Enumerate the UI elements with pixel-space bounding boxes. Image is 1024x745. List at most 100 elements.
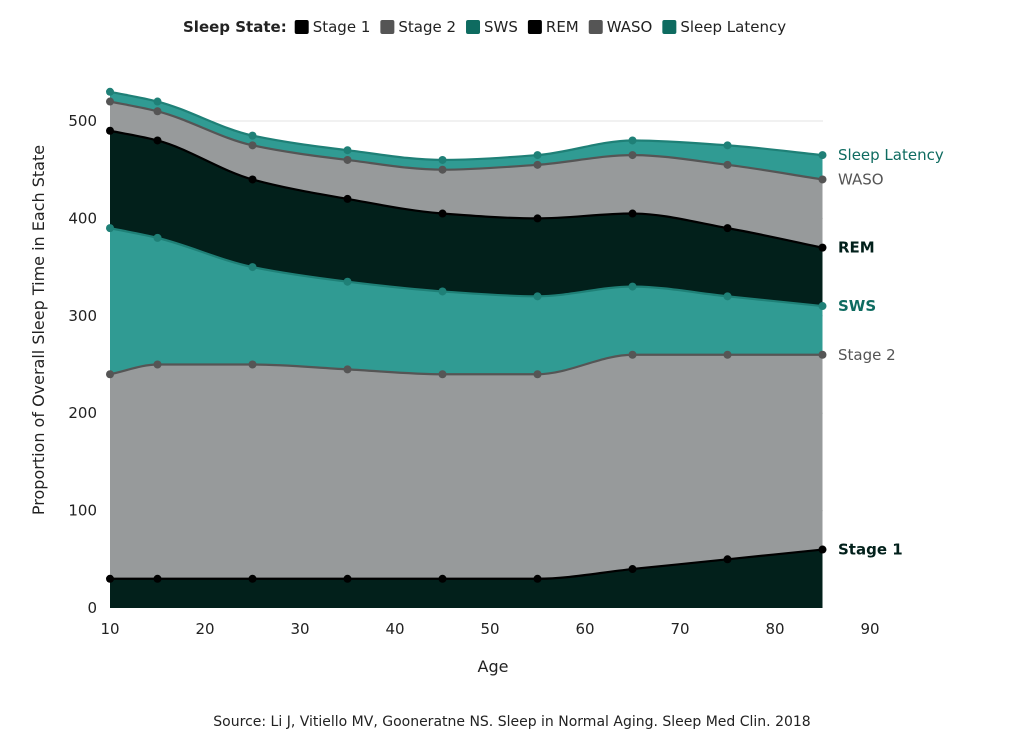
point-sws bbox=[248, 263, 257, 272]
legend-swatch bbox=[294, 20, 309, 34]
point-rem bbox=[106, 126, 114, 135]
legend-swatch bbox=[527, 20, 542, 34]
point-waso bbox=[818, 175, 827, 184]
point-sleep-latency bbox=[248, 131, 257, 140]
point-sleep-latency bbox=[343, 146, 352, 155]
legend-item-label: SWS bbox=[484, 18, 518, 36]
legend-swatch bbox=[466, 20, 481, 34]
point-rem bbox=[343, 194, 352, 203]
x-tick-label: 40 bbox=[385, 620, 404, 638]
point-rem bbox=[628, 209, 637, 218]
x-tick-label: 50 bbox=[480, 620, 499, 638]
point-rem bbox=[818, 243, 827, 252]
point-stage-2 bbox=[438, 370, 447, 379]
point-stage-2 bbox=[628, 350, 637, 359]
y-axis-title: Proportion of Overall Sleep Time in Each… bbox=[29, 145, 48, 515]
y-tick-label: 200 bbox=[68, 404, 97, 422]
legend-title: Sleep State: bbox=[183, 18, 287, 36]
legend-item-label: Stage 1 bbox=[313, 18, 371, 36]
point-waso bbox=[628, 151, 637, 160]
point-stage-1 bbox=[628, 565, 637, 574]
point-sws bbox=[438, 287, 447, 296]
point-waso bbox=[153, 107, 162, 116]
point-sws bbox=[723, 292, 732, 301]
point-stage-1 bbox=[723, 555, 732, 564]
x-tick-label: 90 bbox=[860, 620, 879, 638]
point-stage-1 bbox=[106, 574, 114, 583]
x-tick-label: 20 bbox=[195, 620, 214, 638]
point-stage-2 bbox=[533, 370, 542, 379]
end-label-waso: WASO bbox=[838, 170, 884, 188]
point-stage-2 bbox=[106, 370, 114, 379]
legend-item-label: Sleep Latency bbox=[680, 18, 786, 36]
point-waso bbox=[438, 165, 447, 174]
point-stage-2 bbox=[818, 350, 827, 359]
point-rem bbox=[153, 136, 162, 145]
end-label-rem: REM bbox=[838, 239, 875, 257]
point-stage-2 bbox=[343, 365, 352, 374]
legend: Sleep State: Stage 1 Stage 2 SWS REM WASO Slee… bbox=[183, 18, 786, 36]
end-label-stage-1: Stage 1 bbox=[838, 541, 903, 559]
point-rem bbox=[723, 224, 732, 233]
legend-swatch bbox=[662, 20, 677, 34]
legend-item-label: WASO bbox=[607, 18, 653, 36]
point-sleep-latency bbox=[438, 155, 447, 164]
x-axis-title: Age bbox=[478, 657, 509, 676]
point-stage-1 bbox=[153, 574, 162, 583]
point-stage-1 bbox=[818, 545, 827, 554]
point-stage-1 bbox=[438, 574, 447, 583]
area-stage-2 bbox=[110, 354, 823, 579]
point-sleep-latency bbox=[533, 151, 542, 160]
x-tick-label: 30 bbox=[290, 620, 309, 638]
point-stage-2 bbox=[723, 350, 732, 359]
point-sleep-latency bbox=[723, 141, 732, 150]
point-sws bbox=[818, 302, 827, 311]
point-stage-2 bbox=[153, 360, 162, 369]
data-points bbox=[106, 87, 827, 583]
point-sleep-latency bbox=[153, 97, 162, 106]
series-end-labels: Stage 1 Stage 2 SWS REM WASO Sleep Latency bbox=[838, 146, 944, 558]
point-waso bbox=[248, 141, 257, 150]
area-waso bbox=[110, 101, 823, 248]
x-tick-label: 80 bbox=[765, 620, 784, 638]
point-sws bbox=[343, 277, 352, 286]
point-sleep-latency bbox=[106, 87, 114, 96]
point-stage-2 bbox=[248, 360, 257, 369]
y-tick-label: 100 bbox=[68, 502, 97, 520]
point-waso bbox=[106, 97, 114, 106]
area-rem bbox=[110, 130, 823, 307]
point-stage-1 bbox=[343, 574, 352, 583]
end-label-sws: SWS bbox=[838, 297, 876, 315]
point-sleep-latency bbox=[628, 136, 637, 145]
x-tick-label: 70 bbox=[670, 620, 689, 638]
axes: Proportion of Overall Sleep Time in Each… bbox=[29, 112, 880, 676]
y-tick-label: 500 bbox=[68, 112, 97, 130]
point-waso bbox=[533, 160, 542, 169]
x-tick-label: 60 bbox=[575, 620, 594, 638]
point-sws bbox=[153, 233, 162, 242]
source-note: Source: Li J, Vitiello MV, Gooneratne NS… bbox=[213, 714, 810, 730]
point-rem bbox=[248, 175, 257, 184]
x-tick-label: 10 bbox=[100, 620, 119, 638]
legend-item-label: REM bbox=[546, 18, 579, 36]
y-tick-label: 300 bbox=[68, 307, 97, 325]
end-label-sleep-latency: Sleep Latency bbox=[838, 146, 944, 164]
point-stage-1 bbox=[533, 574, 542, 583]
point-rem bbox=[533, 214, 542, 223]
point-sws bbox=[106, 224, 114, 233]
point-waso bbox=[723, 160, 732, 169]
end-label-stage-2: Stage 2 bbox=[838, 346, 896, 364]
y-tick-label: 0 bbox=[87, 599, 97, 617]
area-sws bbox=[110, 228, 823, 375]
point-sws bbox=[628, 282, 637, 291]
legend-swatch bbox=[380, 20, 395, 34]
y-tick-label: 400 bbox=[68, 209, 97, 227]
legend-swatch bbox=[588, 20, 603, 34]
legend-item-label: Stage 2 bbox=[398, 18, 456, 36]
point-stage-1 bbox=[248, 574, 257, 583]
point-rem bbox=[438, 209, 447, 218]
point-sws bbox=[533, 292, 542, 301]
point-sleep-latency bbox=[818, 151, 827, 160]
point-waso bbox=[343, 155, 352, 164]
